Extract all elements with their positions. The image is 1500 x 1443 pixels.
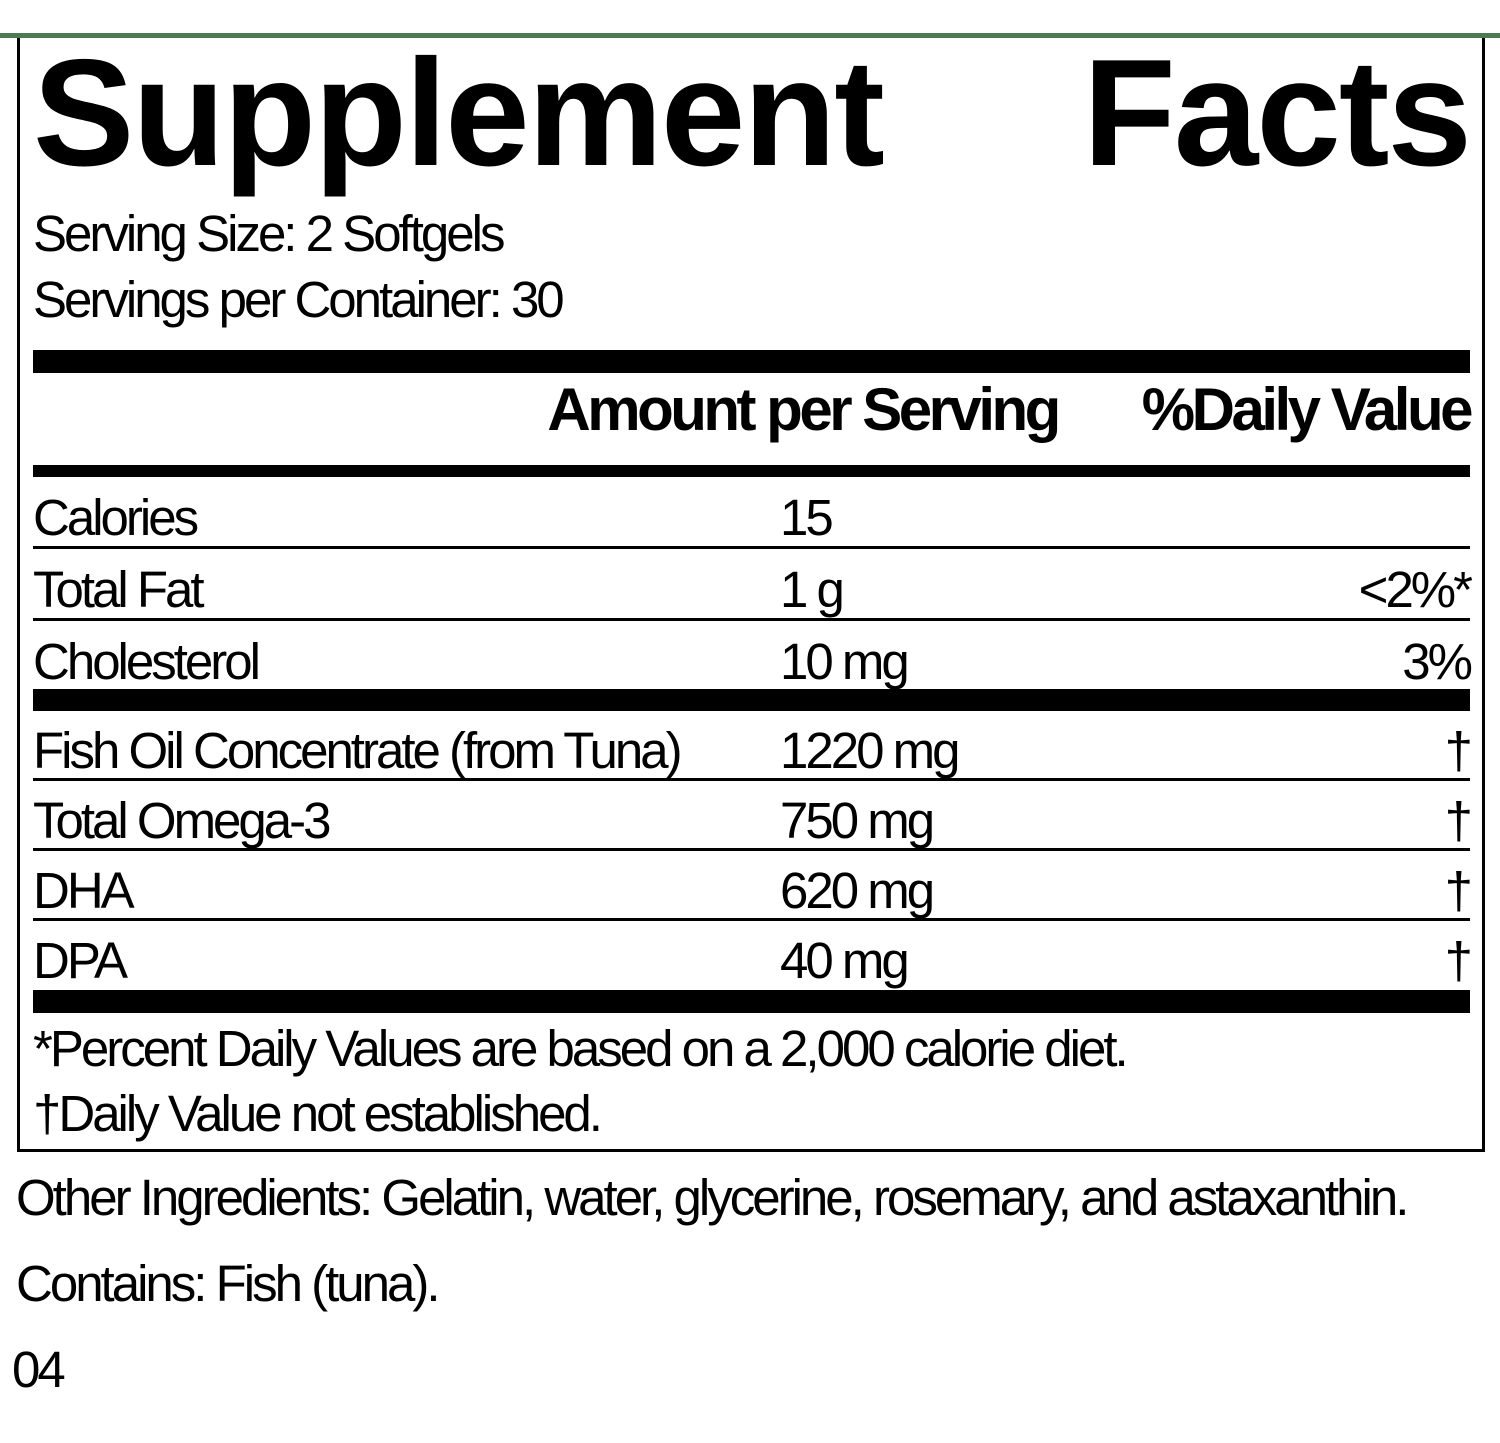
table-row-fish-oil-concentrate: Fish Oil Concentrate (from Tuna) 1220 mg…: [33, 711, 1473, 781]
supplement-label-page: { "accent_color": "#4d7a52", "label": { …: [0, 33, 1500, 1443]
ingredient-amount: 620 mg: [780, 862, 935, 919]
ingredient-dv-dagger: †: [1444, 792, 1473, 849]
supplement-facts-panel: Supplement Facts Serving Size: 2 Softgel…: [17, 33, 1485, 1152]
label-code: 04: [12, 1341, 66, 1398]
panel-title: Supplement Facts: [33, 33, 1472, 203]
separator-bar-thick-top: [33, 350, 1470, 373]
table-column-headers: Amount per Serving %Daily Value: [33, 373, 1474, 465]
table-row-total-omega-3: Total Omega-3 750 mg †: [33, 781, 1473, 851]
other-ingredients-line: Other Ingredients: Gelatin, water, glyce…: [16, 1169, 1409, 1226]
table-row-cholesterol: Cholesterol 10 mg 3%: [33, 621, 1473, 690]
table-row-dpa: DPA 40 mg †: [33, 921, 1473, 990]
ingredient-amount: 40 mg: [780, 932, 910, 989]
percent-daily-value-footnote: *Percent Daily Values are based on a 2,0…: [33, 1020, 1129, 1077]
nutrient-dv: 3%: [1402, 633, 1473, 690]
ingredient-dv-dagger: †: [1444, 862, 1473, 919]
ingredient-name: DPA: [33, 934, 128, 988]
ingredient-dv-dagger: †: [1444, 722, 1473, 779]
daily-value-not-established-footnote: †Daily Value not established.: [33, 1085, 603, 1142]
ingredient-name: Fish Oil Concentrate (from Tuna): [33, 724, 683, 778]
amount-per-serving-header: Amount per Serving: [547, 376, 1061, 443]
separator-bar-thick-bottom: [33, 990, 1470, 1013]
nutrient-amount: 1 g: [780, 561, 845, 618]
table-row-total-fat: Total Fat 1 g <2%*: [33, 549, 1473, 621]
nutrient-dv: <2%*: [1358, 561, 1473, 618]
ingredient-amount: 750 mg: [780, 792, 935, 849]
nutrient-amount: 10 mg: [780, 633, 910, 690]
ingredient-name: DHA: [33, 864, 135, 918]
serving-size-line: Serving Size: 2 Softgels: [33, 205, 505, 262]
ingredient-dv-dagger: †: [1444, 932, 1473, 989]
ingredient-amount: 1220 mg: [780, 722, 960, 779]
top-accent-strip: [0, 33, 1500, 38]
nutrient-name: Calories: [33, 491, 199, 545]
table-row-dha: DHA 620 mg †: [33, 851, 1473, 921]
table-row-calories: Calories 15: [33, 477, 1470, 549]
nutrient-name: Cholesterol: [33, 635, 261, 689]
nutrient-amount: 15: [780, 489, 834, 546]
daily-value-header: %Daily Value: [1141, 376, 1474, 443]
contains-allergen-line: Contains: Fish (tuna).: [16, 1255, 441, 1312]
separator-bar-under-headers: [33, 465, 1470, 477]
separator-bar-mid: [33, 689, 1470, 711]
servings-per-container-line: Servings per Container: 30: [33, 271, 565, 328]
ingredient-name: Total Omega-3: [33, 794, 332, 848]
title-word-supplement: Supplement: [33, 33, 885, 198]
title-word-facts: Facts: [1082, 33, 1472, 198]
nutrient-name: Total Fat: [33, 563, 205, 617]
